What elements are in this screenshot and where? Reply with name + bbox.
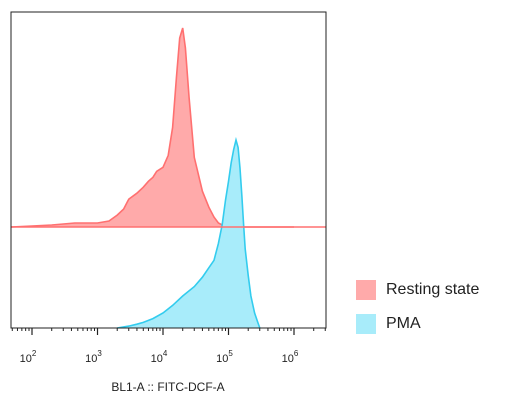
series-fill-resting-state [11,28,294,227]
x-tick-label: 103 [85,349,102,365]
legend-swatch-resting [356,280,376,300]
legend-label-pma: PMA [386,315,421,332]
x-tick-label: 105 [216,349,233,365]
x-tick-label: 106 [282,349,299,365]
legend: Resting state PMA [356,278,479,346]
series-line-pma [117,136,261,329]
legend-swatch-pma [356,314,376,334]
x-axis-title: BL1-A :: FITC-DCF-A [111,380,224,394]
series-line-resting-state [10,27,294,228]
legend-label-resting: Resting state [386,281,480,298]
x-tick-label: 104 [151,349,168,365]
legend-item-resting: Resting state [356,278,479,302]
plot-frame [10,11,327,329]
legend-item-pma: PMA [356,312,479,336]
series-fill-pma [117,140,260,328]
x-tick-label: 102 [20,349,37,365]
